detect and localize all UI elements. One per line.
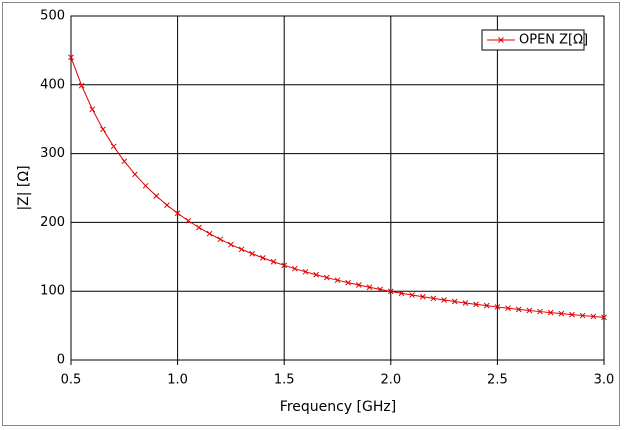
x-axis-title: Frequency [GHz]	[280, 399, 396, 415]
marker	[228, 241, 234, 248]
marker	[89, 106, 96, 113]
marker	[590, 313, 597, 320]
marker	[430, 295, 437, 302]
y-tick-label: 100	[40, 284, 65, 299]
marker	[494, 304, 501, 310]
y-tick-label: 500	[40, 9, 65, 24]
marker	[196, 224, 202, 231]
marker	[302, 268, 309, 275]
marker	[366, 284, 373, 291]
x-tick-label: 3.0	[594, 373, 615, 388]
marker	[515, 306, 522, 313]
legend-box	[481, 29, 585, 51]
x-tick-label: 2.5	[487, 373, 508, 388]
marker	[142, 182, 149, 189]
marker	[547, 309, 554, 316]
marker	[505, 305, 511, 312]
marker	[334, 277, 341, 284]
marker	[153, 193, 160, 199]
marker	[569, 311, 575, 318]
marker	[292, 265, 298, 272]
marker	[579, 312, 586, 319]
marker	[78, 82, 85, 89]
marker	[121, 158, 128, 165]
marker	[100, 126, 106, 133]
marker	[409, 292, 415, 298]
marker	[601, 314, 607, 321]
marker	[217, 236, 224, 243]
x-tick-label: 1.5	[274, 373, 295, 388]
marker	[473, 301, 479, 308]
marker	[355, 282, 362, 288]
marker	[419, 293, 426, 300]
marker	[110, 143, 117, 150]
marker	[398, 290, 405, 297]
x-tick-label: 2.0	[380, 373, 401, 388]
marker	[260, 255, 266, 261]
marker	[313, 271, 320, 278]
marker	[270, 258, 277, 265]
chart-frame	[2, 2, 620, 426]
y-tick-label: 300	[40, 146, 65, 161]
marker	[164, 202, 170, 208]
plot-area	[70, 15, 605, 361]
marker	[387, 288, 394, 295]
marker	[238, 246, 245, 253]
marker	[323, 274, 330, 281]
y-tick-label: 0	[57, 353, 65, 368]
y-axis-title: |Z| [Ω]	[16, 165, 32, 210]
marker	[451, 298, 458, 305]
x-tick-label: 0.5	[61, 373, 82, 388]
y-tick-label: 400	[40, 77, 65, 92]
x-tick-label: 1.0	[167, 373, 188, 388]
marker	[498, 37, 504, 43]
marker	[537, 308, 543, 315]
marker	[558, 310, 565, 317]
marker	[483, 302, 490, 309]
marker	[132, 171, 138, 178]
marker	[441, 297, 447, 303]
legend-label: OPEN Z[Ω]	[519, 33, 588, 48]
y-tick-label: 200	[40, 215, 65, 230]
marker	[68, 54, 74, 61]
marker	[281, 262, 288, 269]
marker	[249, 250, 256, 257]
marker	[377, 286, 383, 293]
marker	[526, 307, 533, 314]
marker	[206, 230, 213, 237]
marker	[462, 300, 469, 306]
marker	[185, 217, 192, 224]
marker	[345, 279, 352, 286]
marker	[174, 210, 181, 217]
